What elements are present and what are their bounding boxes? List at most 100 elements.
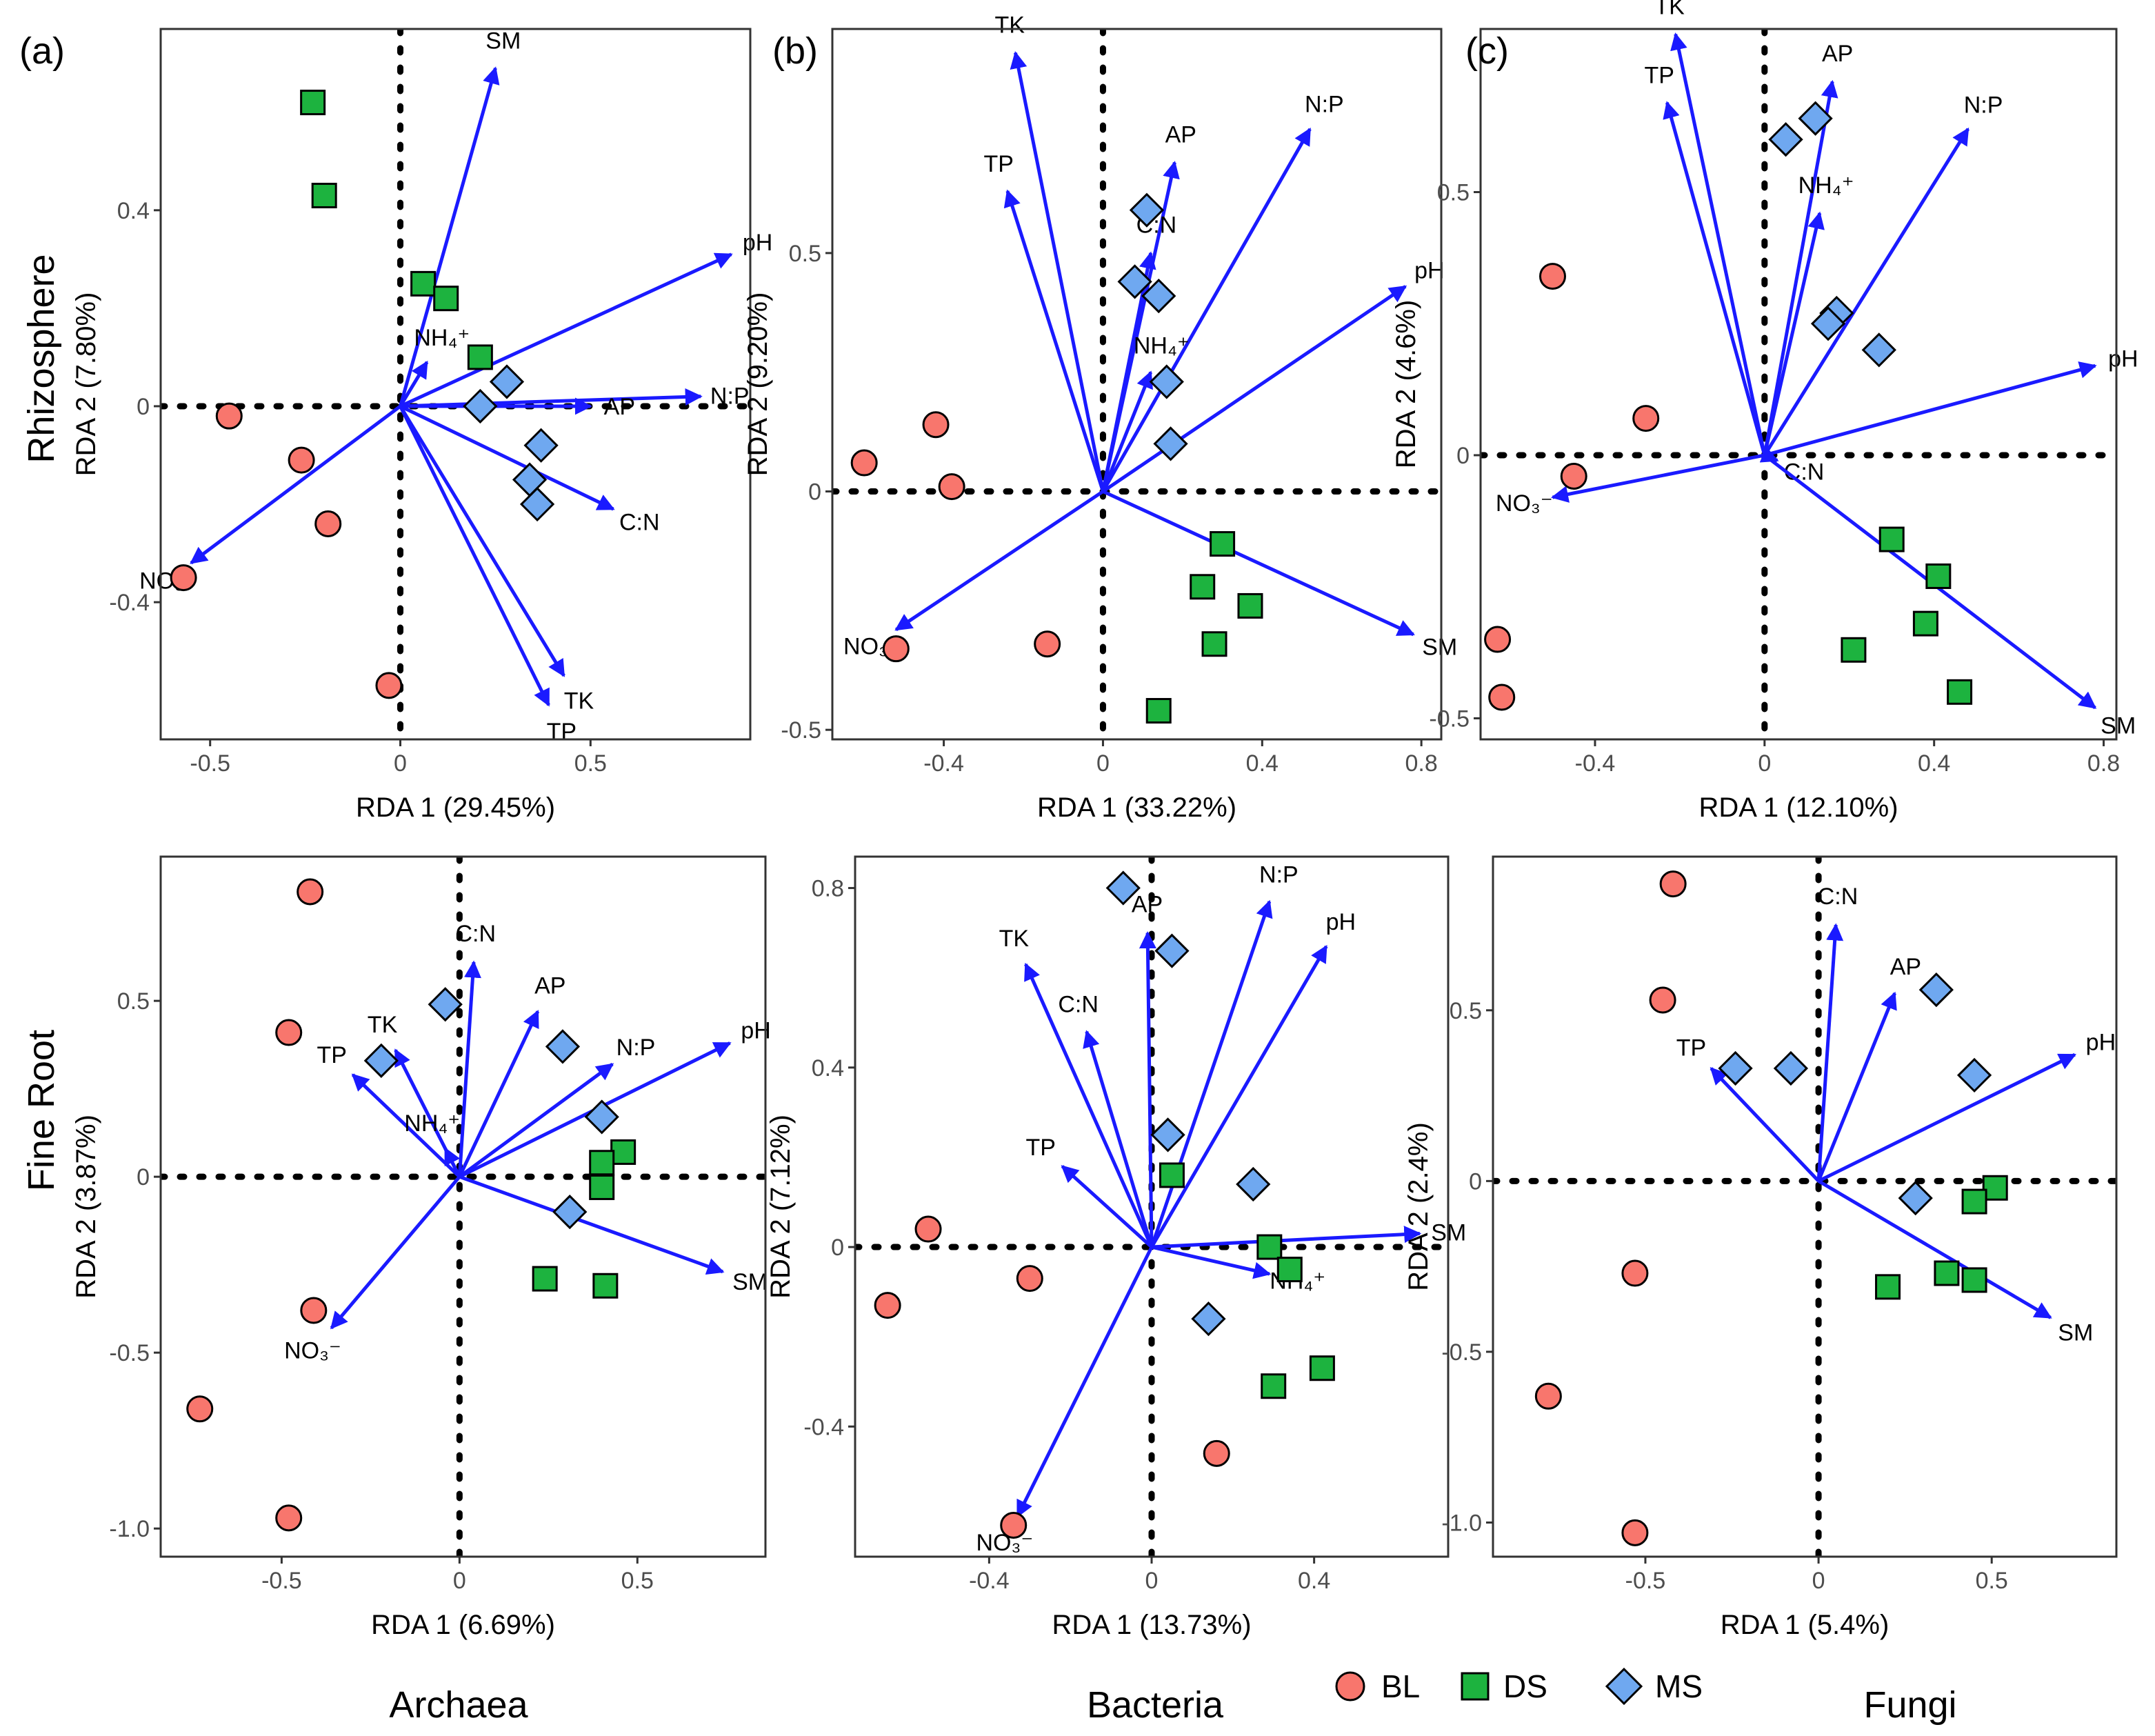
vector-label-n-p: N:P	[617, 1035, 656, 1061]
vector-nh	[443, 1147, 461, 1178]
x-tick-label: 0	[1096, 750, 1110, 777]
legend-label-ds: DS	[1503, 1668, 1547, 1704]
vector-label-tp: TP	[547, 719, 577, 745]
x-tick-label: 0	[394, 750, 407, 777]
vector-no	[330, 1175, 461, 1330]
panel-tag-a: (a)	[19, 30, 65, 72]
vector-ph	[399, 252, 733, 408]
point-ms-15	[1191, 1301, 1226, 1337]
vector-label-nh: NH₄⁺	[414, 325, 470, 351]
vector-label-ap: AP	[1132, 892, 1163, 918]
plot-frame	[159, 28, 752, 741]
y-tick-label: 0	[137, 1164, 150, 1190]
point-ds-6	[1159, 1162, 1185, 1188]
x-axis-title: RDA 1 (33.22%)	[1037, 792, 1236, 823]
row-label-fine-root: Fine Root	[21, 1030, 62, 1191]
point-ds-10	[1145, 698, 1172, 724]
point-ms-11	[1918, 972, 1954, 1008]
vector-tk	[1010, 51, 1105, 492]
y-axis-title: RDA 2 (9.20%)	[743, 292, 773, 477]
x-axis-title: RDA 1 (5.4%)	[1721, 1610, 1890, 1640]
point-ms-12	[1154, 933, 1190, 968]
legend-label-bl: BL	[1381, 1668, 1420, 1704]
point-ms-12	[463, 388, 498, 424]
vector-no	[190, 404, 402, 565]
vector-label-sm: SM	[1422, 634, 1457, 660]
vector-tp	[1710, 1067, 1820, 1183]
point-ds-6	[1210, 531, 1236, 557]
point-ds-8	[589, 1174, 615, 1200]
vector-label-ph: pH	[1414, 258, 1444, 284]
point-ms-11	[428, 987, 463, 1022]
point-ms-13	[1773, 1050, 1809, 1086]
point-ms-11	[1798, 101, 1833, 136]
point-ds-9	[1961, 1267, 1987, 1293]
y-tick-label: 0	[808, 479, 821, 506]
point-ds-8	[1237, 592, 1263, 619]
plot-frame	[831, 28, 1443, 741]
vector-n-p	[1101, 127, 1312, 492]
point-bl-4	[1484, 626, 1512, 653]
x-axis-title: RDA 1 (13.73%)	[1052, 1610, 1251, 1640]
point-ms-15	[1861, 332, 1896, 368]
vector-label-nh: NH₄⁺	[1798, 172, 1854, 199]
point-bl-1	[1659, 870, 1687, 898]
x-tick-label: -0.4	[1575, 750, 1616, 777]
point-ms-15	[1153, 426, 1188, 461]
x-tick-label: 0.4	[1246, 750, 1279, 777]
y-tick-label: -0.4	[109, 590, 150, 616]
y-tick-label: 0.4	[117, 198, 150, 224]
point-ds-7	[1190, 574, 1216, 600]
x-tick-label: 0.5	[621, 1568, 654, 1594]
y-tick-label: 0.5	[117, 988, 150, 1015]
point-ds-9	[1841, 637, 1867, 663]
plot-frame	[159, 855, 767, 1558]
point-ds-7	[1961, 1188, 1987, 1215]
panel-tag-b: (b)	[772, 30, 818, 72]
x-tick-label: 0.8	[1405, 750, 1438, 777]
plot-frame	[1492, 855, 2118, 1558]
vector-nh	[399, 360, 429, 408]
y-tick-label: -0.4	[803, 1414, 844, 1440]
point-bl-2	[922, 411, 950, 439]
vector-tp	[351, 1073, 461, 1178]
x-axis-title: RDA 1 (29.45%)	[356, 792, 555, 823]
vector-ph	[1150, 944, 1328, 1248]
point-ms-12	[363, 1043, 399, 1078]
y-tick-label: 0.4	[812, 1055, 844, 1081]
point-bl-1	[297, 878, 324, 906]
point-ds-9	[1309, 1355, 1335, 1381]
x-tick-label: -0.5	[190, 750, 230, 777]
vector-label-ap: AP	[1890, 954, 1921, 980]
y-axis-title: RDA 2 (7.12%)	[765, 1115, 796, 1299]
legend-marker-ds	[1461, 1672, 1490, 1701]
vector-label-tk: TK	[1654, 0, 1685, 20]
vector-tk	[1670, 32, 1767, 456]
vector-label-tk: TK	[368, 1012, 398, 1038]
vector-no	[1551, 453, 1765, 503]
legend: BL DS MS	[1335, 1667, 1703, 1706]
plot-frame	[1479, 28, 2118, 741]
point-ds-6	[1878, 526, 1905, 552]
point-ms-11	[489, 364, 525, 399]
vector-label-ph: pH	[2086, 1030, 2116, 1056]
vector-sm	[1817, 1179, 2052, 1319]
vector-label-tp: TP	[983, 151, 1013, 177]
point-ds-8	[1934, 1260, 1960, 1286]
point-ms-13	[523, 428, 559, 463]
y-tick-label: 0	[831, 1235, 844, 1261]
point-ms-15	[1898, 1180, 1933, 1216]
vector-n-p	[458, 1062, 614, 1179]
point-bl-3	[314, 510, 342, 537]
vector-label-no: NO₃⁻	[284, 1338, 341, 1364]
vector-label-tp: TP	[1676, 1035, 1706, 1061]
vector-sm	[399, 66, 500, 407]
point-bl-2	[288, 446, 315, 474]
x-tick-label: 0.5	[574, 750, 607, 777]
vector-c-n	[1101, 251, 1156, 492]
vector-label-sm: SM	[485, 28, 521, 54]
point-bl-2	[874, 1292, 901, 1319]
point-ds-7	[589, 1150, 615, 1176]
